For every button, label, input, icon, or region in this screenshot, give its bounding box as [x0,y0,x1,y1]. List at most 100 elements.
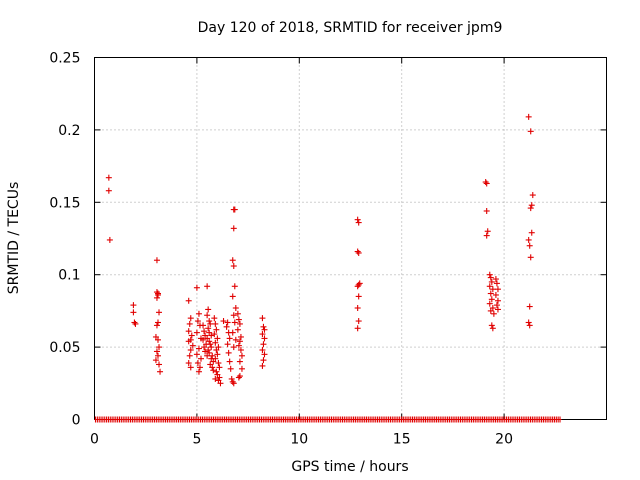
data-point [196,364,203,371]
data-point [355,318,362,325]
data-point [261,335,268,342]
plot-frame [94,57,607,420]
data-point [130,302,137,309]
data-point [207,320,214,327]
data-point [494,297,501,304]
data-point [529,192,536,199]
data-point [528,229,535,236]
data-point [525,113,532,120]
x-tick-label: 0 [90,432,99,448]
data-point [487,290,494,297]
data-point [355,293,362,300]
data-point [201,344,208,351]
data-point [354,325,361,332]
x-tick-label: 5 [192,432,201,448]
data-point [223,323,230,330]
data-point [488,278,495,285]
data-point [185,328,192,335]
data-point [528,202,535,209]
data-point [154,291,161,298]
data-point [214,335,221,342]
data-point [229,329,236,336]
data-point [214,351,221,358]
x-axis-label: GPS time / hours [291,459,408,475]
data-point [153,348,160,355]
data-point [525,236,532,243]
data-point [229,257,236,264]
data-point [237,346,244,353]
data-point [132,320,139,327]
data-point [187,346,194,353]
y-tick-label: 0.25 [49,51,80,67]
data-point [490,310,497,317]
data-point [483,207,490,214]
data-point [227,365,234,372]
data-point [230,312,237,319]
data-point [259,331,266,338]
data-point [224,341,231,348]
data-point [205,325,212,332]
data-point [185,360,192,367]
data-point [526,322,533,329]
data-point [236,373,243,380]
data-point [212,320,219,327]
data-point [210,367,217,374]
data-point [228,375,235,382]
data-point [527,128,534,135]
data-point [355,249,362,256]
data-point [105,187,112,194]
data-point [194,360,201,367]
y-tick-label: 0.1 [58,268,80,284]
data-points-layer [105,113,536,387]
data-point [205,306,212,313]
data-point [235,374,242,381]
data-point [153,257,160,264]
data-point [236,338,243,345]
data-point [483,180,490,187]
data-point [204,312,211,319]
data-point [208,344,215,351]
data-point [259,346,266,353]
data-point [259,315,266,322]
data-point [235,342,242,349]
data-point [153,322,160,329]
data-point [483,232,490,239]
data-point [354,305,361,312]
data-point [237,333,244,340]
y-tick-label: 0.15 [49,195,80,211]
data-point [195,310,202,317]
data-point [260,323,267,330]
data-point [527,254,534,261]
data-point [236,358,243,365]
data-point [261,351,268,358]
data-point [236,320,243,327]
data-point [213,326,220,333]
data-point [152,357,159,364]
chart-title: Day 120 of 2018, SRMTID for receiver jpm… [198,20,503,36]
data-point [202,348,209,355]
data-point [230,225,237,232]
data-point [493,280,500,287]
data-point [232,336,239,343]
data-point [354,283,361,290]
data-point [106,236,113,243]
data-point [186,320,193,327]
data-point [486,300,493,307]
data-point [193,351,200,358]
data-point [157,368,164,375]
data-point [213,368,220,375]
data-point [206,349,213,356]
data-point [153,294,160,301]
data-point [494,306,501,313]
data-point [212,339,219,346]
data-point [130,309,137,316]
data-point [200,322,207,329]
data-point [226,358,233,365]
data-point [131,319,138,326]
zero-band-layer [94,416,562,423]
data-point [209,352,216,359]
data-point [231,319,238,326]
data-point [206,318,213,325]
data-point [193,329,200,336]
